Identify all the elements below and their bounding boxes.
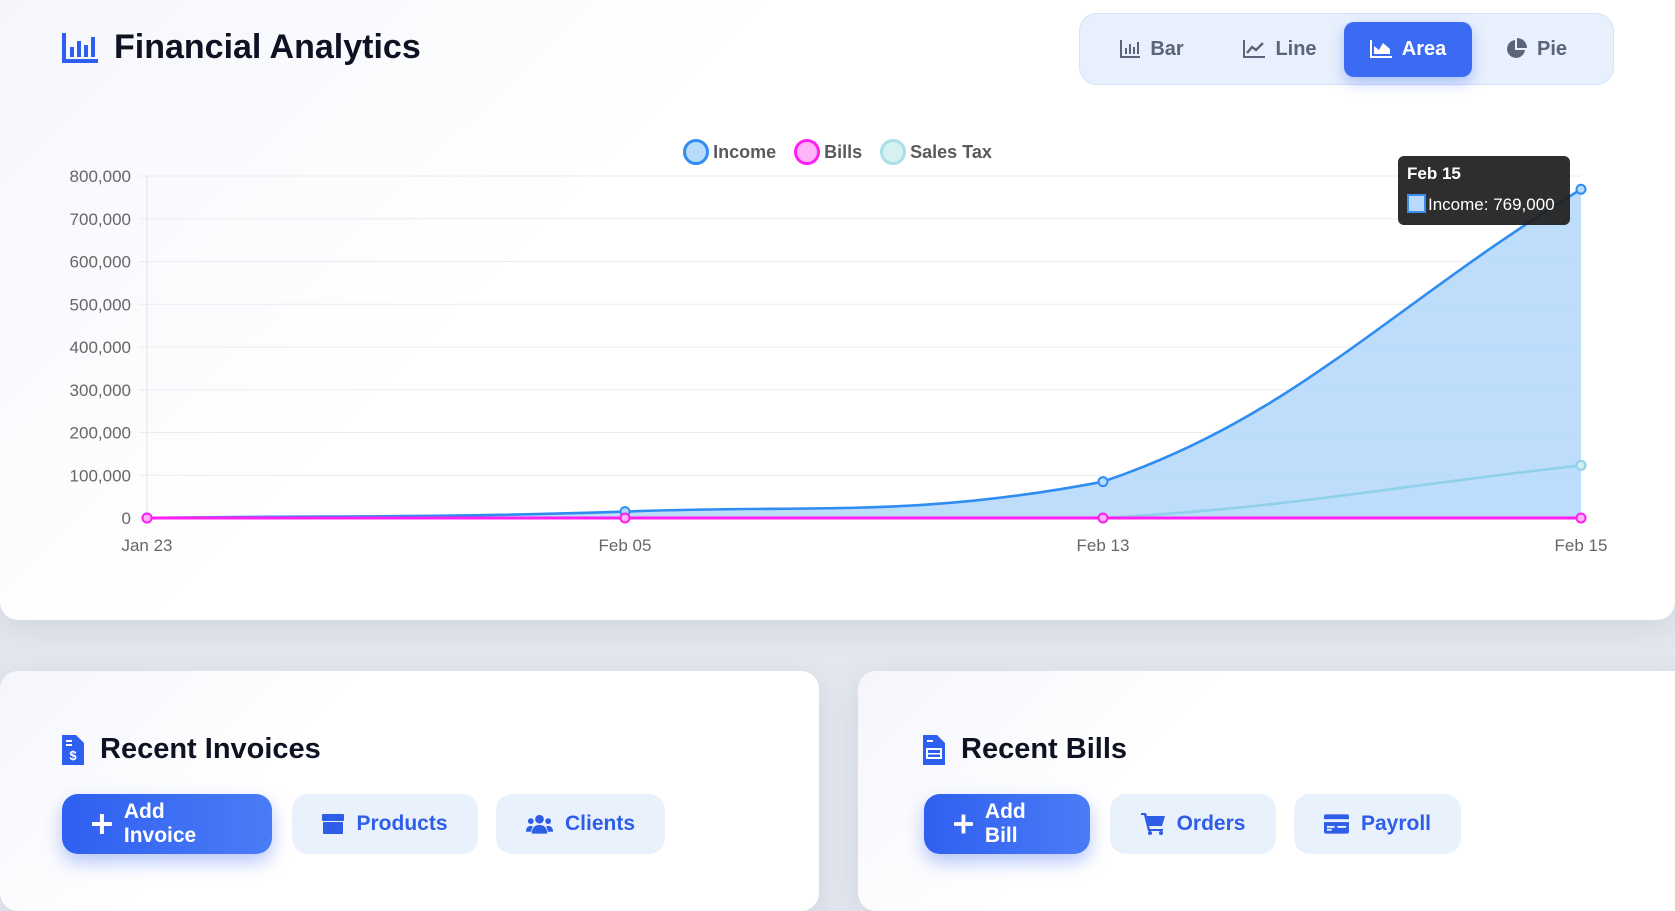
y-tick-label: 0 xyxy=(122,509,131,528)
data-point xyxy=(619,512,631,524)
data-point xyxy=(141,512,153,524)
x-tick-label: Feb 05 xyxy=(599,536,652,555)
x-tick-label: Feb 15 xyxy=(1555,536,1608,555)
area-chart: 0 100,000 200,000 300,000 400,000 500,000 600,… xyxy=(70,167,1608,555)
recent-bills-card xyxy=(858,671,1675,911)
bills-swatch-icon xyxy=(794,139,821,165)
data-point xyxy=(1097,476,1109,488)
legend-income[interactable]: Income xyxy=(683,139,776,165)
chart-type-area-button[interactable]: Area xyxy=(1344,21,1472,77)
chart-type-bar-button[interactable]: Bar xyxy=(1088,22,1216,77)
chart-type-line-button[interactable]: Line xyxy=(1216,22,1344,77)
legend-bills[interactable]: Bills xyxy=(794,139,862,165)
chart-type-toggle: Bar Line Area Pie xyxy=(1079,13,1614,85)
page-title: Financial Analytics xyxy=(62,28,421,67)
series-line-income xyxy=(146,188,1582,520)
payroll-icon xyxy=(1324,814,1349,834)
bill-icon xyxy=(923,734,945,765)
data-point xyxy=(1575,512,1587,524)
cart-icon xyxy=(1140,813,1165,835)
series-area-income xyxy=(147,189,1581,518)
orders-button[interactable]: Orders xyxy=(1110,794,1276,854)
invoice-icon: $ xyxy=(62,734,84,765)
data-point xyxy=(1575,459,1587,471)
x-tick-label: Jan 23 xyxy=(121,536,172,555)
data-point xyxy=(1097,512,1109,524)
sales-tax-swatch-icon xyxy=(880,139,907,165)
box-icon xyxy=(322,814,345,834)
plus-icon xyxy=(954,814,973,834)
y-tick-label: 300,000 xyxy=(70,381,131,400)
y-tick-label: 400,000 xyxy=(70,338,131,357)
y-tick-label: 200,000 xyxy=(70,424,131,443)
data-point xyxy=(1575,183,1587,195)
recent-bills-title: Recent Bills xyxy=(923,733,1127,766)
plus-icon xyxy=(92,814,112,834)
line-chart-icon xyxy=(1243,40,1266,58)
chart-type-pie-button[interactable]: Pie xyxy=(1472,22,1600,77)
svg-text:$: $ xyxy=(69,748,77,763)
products-button[interactable]: Products xyxy=(292,794,478,854)
area-chart-icon xyxy=(1369,40,1392,58)
users-icon xyxy=(526,814,553,834)
y-tick-label: 800,000 xyxy=(70,167,131,186)
payroll-button[interactable]: Payroll xyxy=(1294,794,1461,854)
x-tick-label: Feb 13 xyxy=(1077,536,1130,555)
recent-invoices-card xyxy=(0,671,819,911)
chart-tooltip: Feb 15 Income: 769,000 xyxy=(1398,156,1570,225)
y-tick-label: 600,000 xyxy=(70,253,131,272)
y-tick-label: 100,000 xyxy=(70,466,131,485)
chart-legend: Income Bills Sales Tax xyxy=(0,139,1675,165)
y-tick-label: 500,000 xyxy=(70,295,131,314)
income-swatch-icon xyxy=(1407,194,1426,213)
bar-chart-icon xyxy=(62,32,98,63)
clients-button[interactable]: Clients xyxy=(496,794,665,854)
add-invoice-button[interactable]: Add Invoice xyxy=(62,794,272,854)
income-swatch-icon xyxy=(683,139,710,165)
y-tick-label: 700,000 xyxy=(70,210,131,229)
add-bill-button[interactable]: Add Bill xyxy=(924,794,1090,854)
bar-chart-icon xyxy=(1120,40,1141,58)
legend-sales-tax[interactable]: Sales Tax xyxy=(880,139,992,165)
recent-invoices-title: $ Recent Invoices xyxy=(62,733,321,766)
pie-chart-icon xyxy=(1507,38,1527,58)
